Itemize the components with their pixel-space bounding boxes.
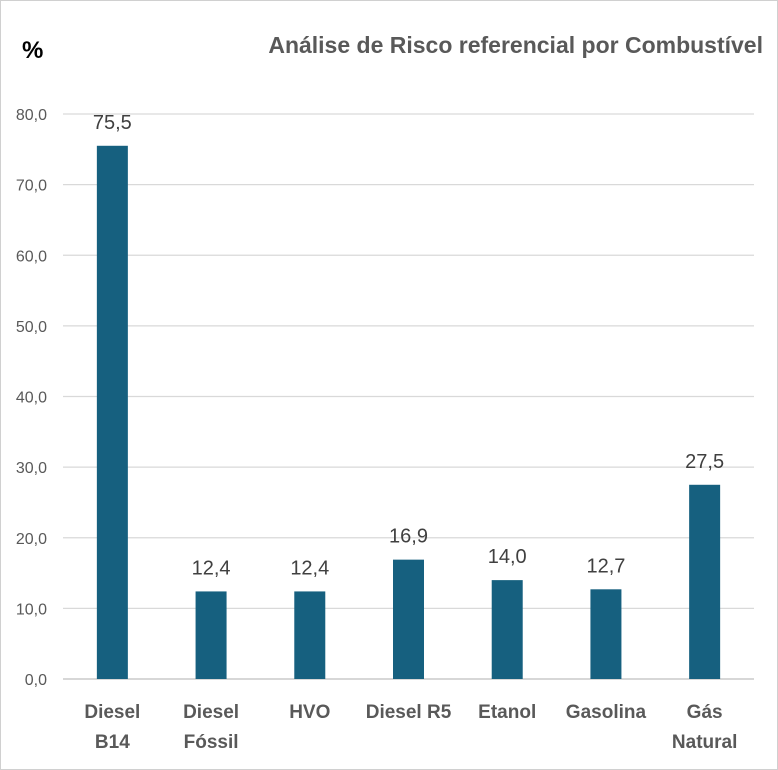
y-tick-label: 80,0 xyxy=(16,107,47,124)
x-tick-label: Gás Natural xyxy=(672,702,737,753)
y-tick-label: 40,0 xyxy=(16,390,47,407)
bars xyxy=(96,145,721,679)
data-label: 16,9 xyxy=(389,526,428,548)
data-label: 12,4 xyxy=(290,557,329,579)
bar xyxy=(96,145,128,679)
y-axis-unit-label: % xyxy=(22,37,43,64)
data-label: 75,5 xyxy=(93,112,132,134)
data-labels: 75,5 12,4 12,4 16,9 14,0 12,7 27,5 xyxy=(93,112,724,580)
y-tick-label: 0,0 xyxy=(25,672,47,689)
bar xyxy=(294,591,326,679)
x-tick-label: Etanol xyxy=(478,702,536,723)
y-tick-label: 10,0 xyxy=(16,601,47,618)
y-tick-label: 50,0 xyxy=(16,319,47,336)
data-label: 14,0 xyxy=(488,546,527,568)
x-tick-label: Gasolina xyxy=(566,702,647,723)
data-label: 27,5 xyxy=(685,451,724,473)
y-tick-label: 70,0 xyxy=(16,178,47,195)
data-label: 12,4 xyxy=(192,557,231,579)
x-tick-label: HVO xyxy=(289,702,330,723)
y-axis-ticks: 0,0 10,0 20,0 30,0 40,0 50,0 60,0 70,0 80,0 xyxy=(16,107,47,689)
y-tick-label: 20,0 xyxy=(16,531,47,548)
chart-title: Análise de Risco referencial por Combust… xyxy=(268,32,763,58)
gridlines xyxy=(63,113,754,680)
y-tick-label: 30,0 xyxy=(16,460,47,477)
bar xyxy=(590,589,622,679)
bar xyxy=(393,559,424,679)
x-tick-label: Diesel R5 xyxy=(366,702,452,723)
bar xyxy=(689,484,721,679)
x-axis-ticks: Diesel B14 Diesel Fóssil HVO Diesel R5 Etanol G… xyxy=(84,702,737,753)
x-tick-label: Diesel B14 xyxy=(84,702,140,753)
bar xyxy=(491,580,523,679)
bar xyxy=(195,591,227,679)
y-tick-label: 60,0 xyxy=(16,248,47,265)
data-label: 12,7 xyxy=(586,555,625,577)
x-tick-label: Diesel Fóssil xyxy=(183,702,239,753)
